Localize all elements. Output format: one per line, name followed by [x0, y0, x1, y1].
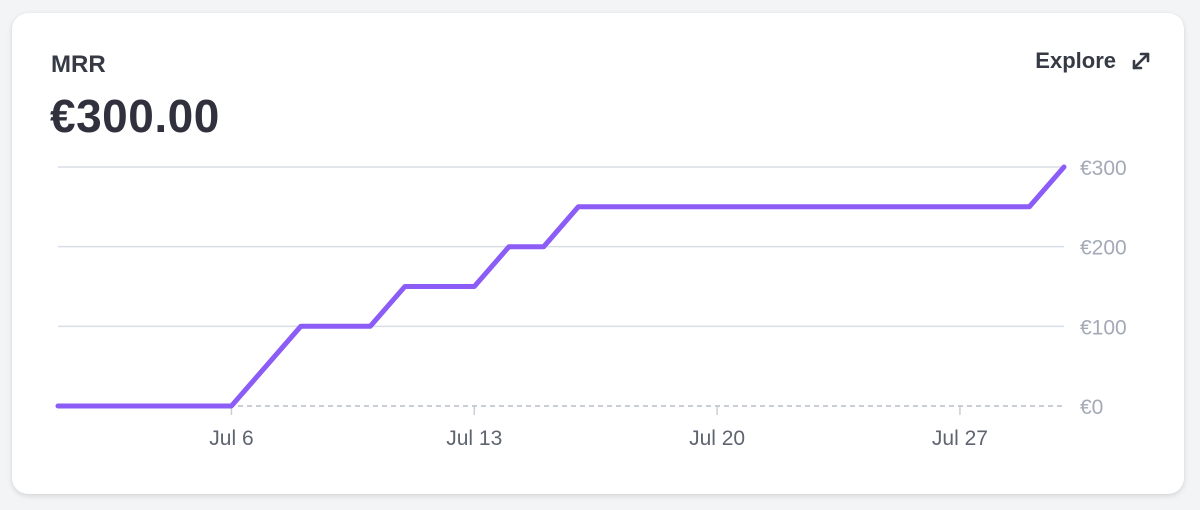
- y-tick-label: €100: [1080, 316, 1127, 339]
- explore-label: Explore: [1035, 48, 1116, 73]
- mrr-series-line: [55, 164, 1067, 409]
- x-tick-label: Jul 20: [689, 427, 745, 450]
- metric-value: €300.00: [50, 90, 220, 142]
- expand-arrows-icon: [1132, 52, 1150, 70]
- y-tick-label: €200: [1080, 237, 1127, 260]
- metric-title: MRR: [51, 51, 106, 78]
- x-tick-label: Jul 27: [932, 427, 988, 450]
- x-tick-label: Jul 13: [446, 427, 502, 450]
- mrr-card: MRR €300.00 Explore: [12, 13, 1184, 494]
- y-tick-label: €0: [1080, 396, 1103, 419]
- y-tick-label: €300: [1080, 157, 1127, 180]
- explore-link[interactable]: Explore: [1035, 47, 1152, 75]
- x-tick-label: Jul 6: [209, 427, 253, 450]
